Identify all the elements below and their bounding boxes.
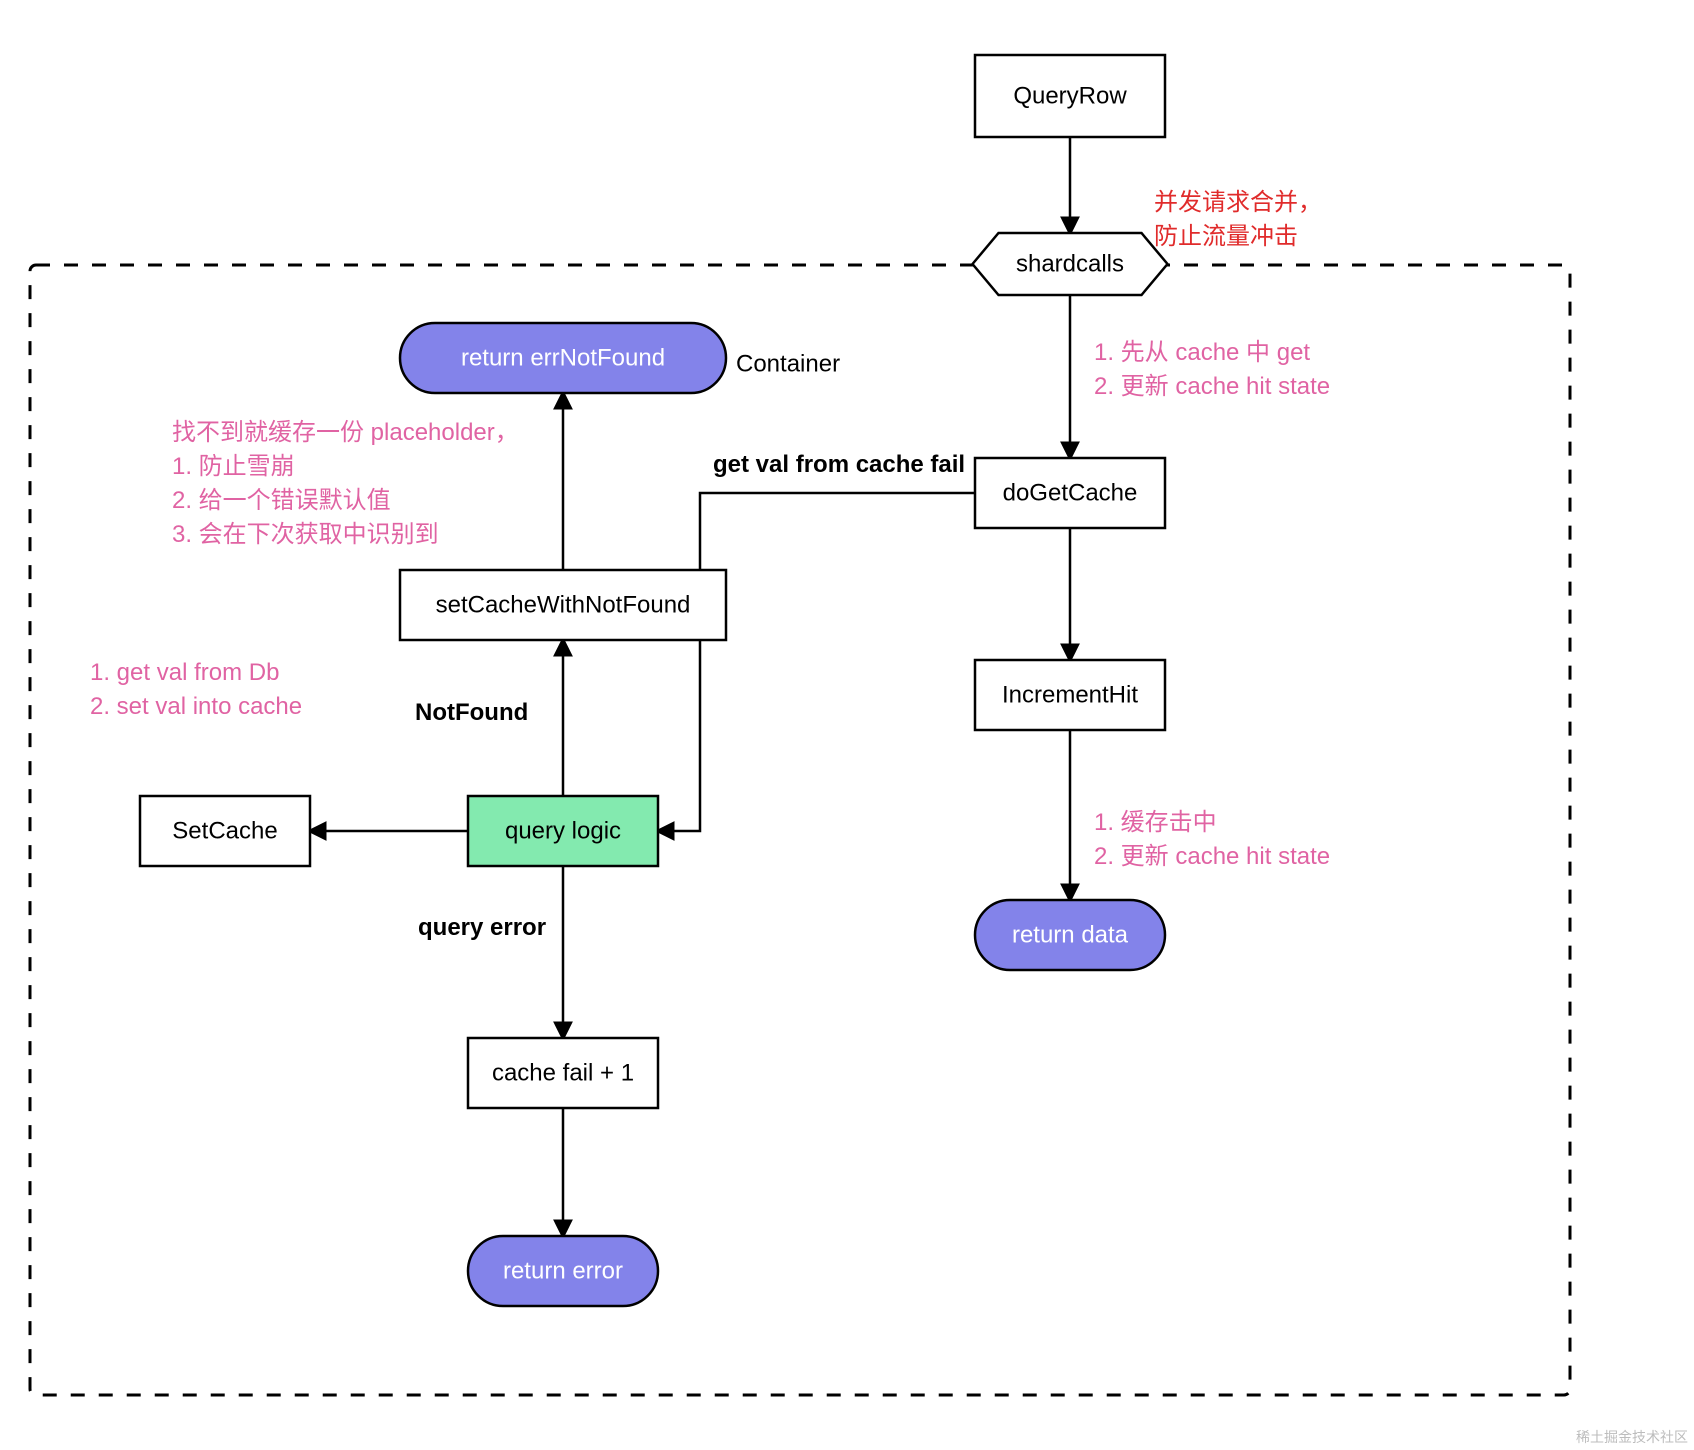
annotation: 1. 先从 cache 中 get2. 更新 cache hit state	[1094, 339, 1330, 400]
svg-text:return errNotFound: return errNotFound	[461, 344, 665, 371]
nodes: QueryRow shardcalls doGetCache IncrementHit…	[140, 55, 1168, 1306]
svg-text:SetCache: SetCache	[172, 817, 277, 844]
annotation: 并发请求合并，防止流量冲击	[1154, 189, 1322, 250]
annotation: 1. get val from Db2. set val into cache	[90, 659, 302, 720]
svg-text:doGetCache: doGetCache	[1003, 479, 1138, 506]
watermark: 稀土掘金技术社区	[1576, 1429, 1688, 1445]
svg-text:NotFound: NotFound	[415, 699, 528, 726]
edge-queryLogic-setCacheWithNF: NotFound	[415, 640, 563, 796]
flowchart-diagram: get val from cache fail NotFound query err…	[0, 0, 1694, 1450]
svg-text:shardcalls: shardcalls	[1016, 250, 1124, 277]
svg-text:1. 缓存击中2. 更新 cache hit state: 1. 缓存击中2. 更新 cache hit state	[1094, 809, 1330, 870]
node-setCacheWithNF: setCacheWithNotFound	[400, 570, 726, 640]
svg-text:并发请求合并，防止流量冲击: 并发请求合并，防止流量冲击	[1154, 189, 1322, 250]
node-doGetCache: doGetCache	[975, 458, 1165, 528]
svg-text:找不到就缓存一份 placeholder，1. 防止雪崩2.: 找不到就缓存一份 placeholder，1. 防止雪崩2. 给一个错误默认值3…	[172, 419, 519, 548]
svg-text:1. 先从 cache 中 get2. 更新 cache h: 1. 先从 cache 中 get2. 更新 cache hit state	[1094, 339, 1330, 400]
svg-text:return data: return data	[1012, 921, 1129, 948]
node-returnErrNF: return errNotFound	[400, 323, 726, 393]
svg-text:1. get val from Db2. set val i: 1. get val from Db2. set val into cache	[90, 659, 302, 720]
node-incrementHit: IncrementHit	[975, 660, 1165, 730]
annotation: 1. 缓存击中2. 更新 cache hit state	[1094, 809, 1330, 870]
svg-text:QueryRow: QueryRow	[1013, 82, 1127, 109]
annotation: 找不到就缓存一份 placeholder，1. 防止雪崩2. 给一个错误默认值3…	[172, 419, 519, 548]
svg-text:cache fail + 1: cache fail + 1	[492, 1059, 634, 1086]
node-queryLogic: query logic	[468, 796, 658, 866]
node-returnError: return error	[468, 1236, 658, 1306]
svg-text:IncrementHit: IncrementHit	[1002, 681, 1138, 708]
edges: get val from cache fail NotFound query err…	[310, 137, 1070, 1236]
svg-text:setCacheWithNotFound: setCacheWithNotFound	[436, 591, 691, 618]
edge-queryLogic-cacheFailPlus1: query error	[418, 866, 563, 1038]
svg-text:query error: query error	[418, 914, 546, 941]
node-setCache: SetCache	[140, 796, 310, 866]
node-shardcalls: shardcalls	[973, 233, 1168, 295]
svg-text:return error: return error	[503, 1257, 623, 1284]
svg-text:get val from cache fail: get val from cache fail	[713, 451, 965, 478]
container-label: Container	[736, 350, 840, 377]
node-returnData: return data	[975, 900, 1165, 970]
node-cacheFailPlus1: cache fail + 1	[468, 1038, 658, 1108]
svg-text:query logic: query logic	[505, 817, 621, 844]
node-queryRow: QueryRow	[975, 55, 1165, 137]
